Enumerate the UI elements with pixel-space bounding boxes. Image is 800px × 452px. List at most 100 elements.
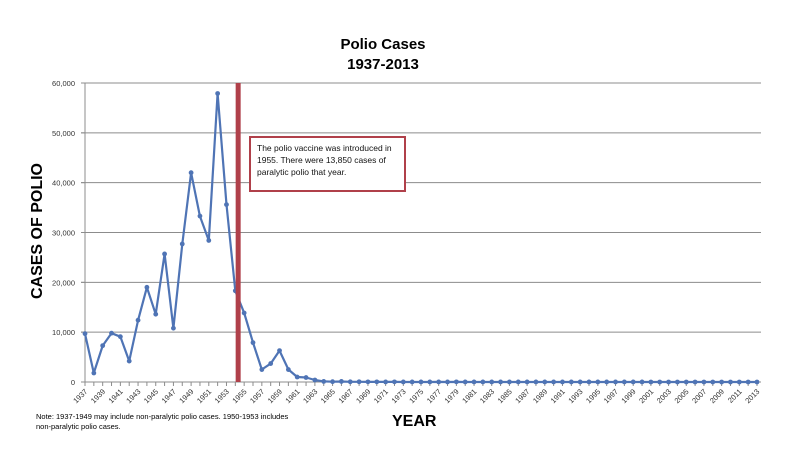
data-point (259, 367, 265, 372)
data-point (657, 379, 663, 385)
data-point (224, 202, 229, 207)
data-point (91, 370, 97, 376)
x-tick-label: 1977 (425, 387, 443, 405)
data-point (754, 379, 760, 385)
x-tick-label: 1943 (124, 387, 142, 405)
x-axis-label: YEAR (392, 413, 437, 430)
data-point (365, 379, 371, 385)
data-point (179, 241, 185, 247)
data-point (268, 361, 274, 366)
x-tick-label: 1991 (549, 387, 567, 405)
x-tick-label: 1987 (513, 387, 531, 405)
data-point (498, 379, 503, 385)
x-tick-label: 1971 (372, 387, 390, 405)
x-tick-label: 1947 (160, 387, 178, 405)
x-tick-label: 1999 (619, 387, 637, 405)
x-tick-label: 2011 (726, 387, 744, 405)
data-point (277, 348, 282, 354)
data-point (648, 379, 654, 385)
data-point (303, 375, 309, 380)
x-tick-label: 2003 (655, 387, 673, 405)
y-tick-label: 20,000 (52, 278, 75, 287)
x-tick-label: 2013 (743, 387, 761, 405)
chart-title: Polio Cases (340, 36, 426, 53)
data-point (392, 379, 397, 385)
x-tick-label: 1981 (460, 387, 478, 405)
x-tick-label: 1949 (177, 387, 195, 405)
vaccine-marker-line (235, 83, 241, 382)
x-tick-label: 1939 (89, 387, 107, 405)
data-point (462, 379, 468, 385)
y-tick-label: 60,000 (52, 79, 75, 88)
data-point (339, 379, 344, 384)
data-point (507, 379, 512, 385)
data-point (418, 379, 424, 385)
y-tick-label: 50,000 (52, 129, 75, 138)
data-point (745, 379, 751, 385)
data-point (719, 379, 725, 385)
x-tick-label: 1953 (213, 387, 231, 405)
data-point (400, 379, 406, 385)
data-point (144, 284, 150, 290)
data-point (312, 377, 318, 383)
data-point (515, 379, 521, 385)
x-tick-label: 2007 (690, 387, 708, 405)
data-point (197, 213, 203, 219)
data-point (117, 334, 123, 340)
data-point (285, 367, 291, 372)
vaccine-callout: The polio vaccine was introduced in 1955… (249, 136, 406, 192)
data-point (445, 379, 450, 385)
data-point (383, 379, 389, 385)
x-tick-label: 1959 (266, 387, 284, 405)
x-tick-label: 1963 (301, 387, 319, 405)
x-tick-label: 1965 (319, 387, 337, 405)
x-tick-label: 1951 (195, 387, 213, 405)
data-point (586, 379, 592, 385)
data-point (215, 91, 221, 96)
x-tick-label: 1995 (584, 387, 602, 405)
x-tick-label: 1957 (248, 387, 266, 405)
data-point (568, 379, 574, 385)
x-tick-label: 1941 (107, 387, 125, 405)
data-point (347, 379, 353, 385)
data-point (330, 379, 335, 385)
x-tick-label: 1989 (531, 387, 549, 405)
data-point (109, 330, 114, 336)
data-point (171, 325, 176, 331)
x-tick-label: 2005 (673, 387, 691, 405)
y-tick-label: 40,000 (52, 179, 75, 188)
x-tick-label: 1961 (283, 387, 301, 405)
x-tick-label: 1997 (602, 387, 620, 405)
data-point (321, 379, 327, 384)
data-point (675, 379, 680, 385)
data-point (489, 379, 495, 385)
x-tick-label: 1979 (443, 387, 461, 405)
y-tick-label: 30,000 (52, 229, 75, 238)
data-point (374, 379, 380, 385)
data-point (524, 379, 530, 385)
x-tick-label: 1993 (566, 387, 584, 405)
y-axis-label: CASES OF POLIO (29, 163, 46, 300)
data-point (621, 379, 627, 385)
data-point (710, 379, 716, 385)
data-point (162, 251, 167, 257)
data-point (126, 358, 132, 364)
chart-subtitle: 1937-2013 (347, 56, 419, 73)
data-point (453, 379, 459, 385)
x-tick-label: 2001 (637, 387, 655, 405)
data-point (153, 311, 159, 317)
data-point (188, 170, 194, 176)
data-point (409, 379, 415, 385)
data-point (701, 379, 707, 385)
data-point (100, 343, 106, 349)
chart-footnote: Note: 1937-1949 may include non-paralyti… (36, 412, 289, 431)
data-point (436, 379, 442, 385)
data-point (630, 379, 636, 385)
y-tick-label: 0 (71, 378, 75, 387)
data-point (683, 379, 689, 385)
x-tick-label: 1945 (142, 387, 160, 405)
x-tick-label: 1985 (496, 387, 514, 405)
data-point (82, 331, 88, 337)
data-point (241, 310, 247, 316)
